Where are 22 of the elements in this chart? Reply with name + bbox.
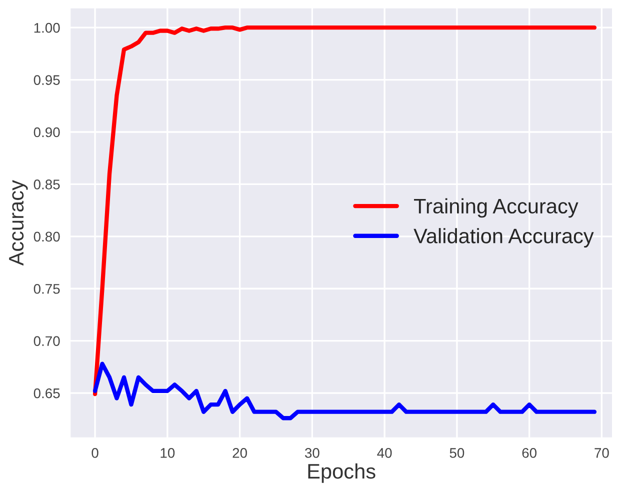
legend-label: Validation Accuracy — [414, 228, 594, 248]
y-tick-label: 0.95 — [34, 75, 60, 85]
x-axis-title: Epochs — [308, 463, 376, 483]
x-tick-label: 20 — [232, 448, 247, 458]
y-axis-title: Accuracy — [9, 180, 28, 266]
x-tick-label: 60 — [522, 448, 537, 458]
x-tick-label: 50 — [450, 448, 464, 458]
line-series — [92, 362, 597, 420]
x-tick-label: 30 — [304, 448, 320, 458]
y-tick-label: 0.80 — [34, 232, 60, 242]
legend-label: Training Accuracy — [414, 198, 578, 218]
y-tick-label: 0.75 — [34, 284, 60, 294]
y-tick-label: 0.90 — [34, 127, 60, 138]
y-tick-label: 0.70 — [34, 336, 60, 346]
y-tick-label: 0.85 — [34, 180, 60, 190]
x-tick-label: 70 — [594, 448, 609, 458]
x-tick-label: 10 — [160, 448, 175, 458]
line-series — [92, 26, 597, 396]
y-tick-label: 1.00 — [34, 22, 60, 33]
y-tick-label: 0.65 — [34, 388, 60, 398]
x-tick-label: 40 — [377, 448, 392, 458]
x-tick-label: 0 — [92, 448, 98, 458]
